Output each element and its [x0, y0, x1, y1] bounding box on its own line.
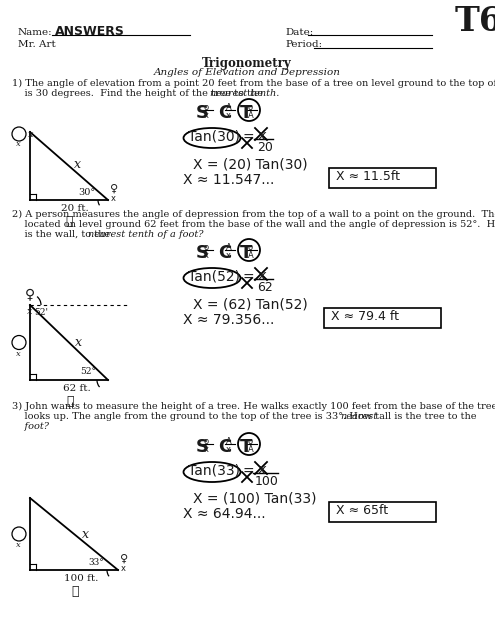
Text: ♀: ♀ — [25, 287, 35, 301]
Text: C: C — [218, 244, 231, 262]
Text: x: x — [27, 307, 33, 316]
Text: 62: 62 — [257, 281, 273, 294]
Text: X = (20) Tan(30): X = (20) Tan(30) — [193, 158, 307, 172]
Text: Name:: Name: — [18, 28, 52, 37]
Text: x: x — [204, 251, 209, 260]
Text: A: A — [226, 103, 232, 112]
Text: Tan(33): Tan(33) — [188, 464, 240, 478]
Text: o: o — [204, 103, 209, 112]
Text: x: x — [226, 445, 231, 454]
Text: X ≈ 11.547...: X ≈ 11.547... — [183, 173, 274, 187]
Text: 52°: 52° — [80, 367, 96, 376]
Text: 62 ft.: 62 ft. — [63, 384, 91, 393]
Text: A: A — [248, 445, 254, 454]
Text: x: x — [257, 129, 265, 143]
Text: C: C — [218, 104, 231, 122]
Text: x: x — [74, 158, 81, 171]
Text: looks up. The angle from the ground to the top of the tree is 33°. How tall is t: looks up. The angle from the ground to t… — [12, 412, 480, 421]
Text: Trigonometry: Trigonometry — [202, 57, 292, 70]
Text: x: x — [121, 564, 126, 573]
Text: 52': 52' — [34, 308, 48, 317]
Text: x: x — [204, 111, 209, 120]
Text: X ≈ 11.5ft: X ≈ 11.5ft — [336, 170, 400, 183]
Text: x: x — [257, 269, 265, 283]
Text: =: = — [243, 465, 254, 479]
Text: X ≈ 64.94...: X ≈ 64.94... — [183, 507, 266, 521]
Text: located on level ground 62 feet from the base of the wall and the angle of depre: located on level ground 62 feet from the… — [12, 220, 495, 229]
Text: 3) John wants to measure the height of a tree. He walks exactly 100 feet from th: 3) John wants to measure the height of a… — [12, 402, 495, 411]
Text: X = (62) Tan(52): X = (62) Tan(52) — [193, 298, 308, 312]
Text: Ⓐ: Ⓐ — [65, 215, 72, 228]
Text: Mr. Art: Mr. Art — [18, 40, 56, 49]
Text: ANSWERS: ANSWERS — [55, 25, 125, 38]
Text: x: x — [16, 140, 21, 148]
Text: x: x — [16, 541, 21, 549]
Text: nearest: nearest — [340, 412, 377, 421]
Text: o: o — [248, 437, 253, 446]
Text: A: A — [248, 251, 254, 260]
Text: x: x — [82, 528, 89, 541]
Text: ♀: ♀ — [110, 184, 118, 194]
Text: is 30 degrees.  Find the height of the tree to the: is 30 degrees. Find the height of the tr… — [12, 89, 266, 98]
Text: x: x — [226, 251, 231, 260]
Text: 33°: 33° — [88, 558, 104, 567]
Text: A: A — [248, 111, 254, 120]
Text: x: x — [16, 349, 21, 358]
Text: is the wall, to the: is the wall, to the — [12, 230, 113, 239]
Text: S: S — [196, 438, 209, 456]
Text: o: o — [248, 103, 253, 112]
Text: Tan(52): Tan(52) — [188, 270, 240, 284]
Text: o: o — [248, 243, 253, 252]
Text: T: T — [240, 104, 252, 122]
Text: =: = — [243, 131, 254, 145]
Text: Date:: Date: — [285, 28, 313, 37]
Text: Period:: Period: — [285, 40, 322, 49]
Text: nearest tenth.: nearest tenth. — [210, 89, 279, 98]
Text: T6: T6 — [455, 5, 495, 38]
Text: 2) A person measures the angle of depression from the top of a wall to a point o: 2) A person measures the angle of depres… — [12, 210, 495, 219]
Text: nearest tenth of a foot?: nearest tenth of a foot? — [88, 230, 203, 239]
Text: T: T — [240, 438, 252, 456]
Text: A: A — [226, 437, 232, 446]
Text: x: x — [257, 463, 265, 477]
Text: o: o — [204, 243, 209, 252]
Text: x: x — [75, 337, 82, 349]
Text: 100: 100 — [255, 475, 279, 488]
Text: S: S — [196, 244, 209, 262]
Text: 20 ft.: 20 ft. — [61, 204, 89, 213]
Text: x: x — [28, 130, 34, 139]
Text: Ⓐ: Ⓐ — [71, 585, 79, 598]
Text: 100 ft.: 100 ft. — [64, 574, 99, 583]
Text: foot?: foot? — [12, 422, 49, 431]
Text: Ⓐ: Ⓐ — [66, 395, 73, 408]
Text: x: x — [111, 194, 116, 203]
Text: X ≈ 65ft: X ≈ 65ft — [336, 504, 388, 517]
Text: ♀: ♀ — [120, 554, 128, 564]
Text: T: T — [240, 244, 252, 262]
Text: X ≈ 79.356...: X ≈ 79.356... — [183, 313, 274, 327]
Text: S: S — [196, 104, 209, 122]
Text: Angles of Elevation and Depression: Angles of Elevation and Depression — [153, 68, 341, 77]
Text: =: = — [243, 271, 254, 285]
Text: X = (100) Tan(33): X = (100) Tan(33) — [193, 492, 316, 506]
Text: X ≈ 79.4 ft: X ≈ 79.4 ft — [331, 310, 399, 323]
Text: A: A — [226, 243, 232, 252]
Text: Tan(30): Tan(30) — [188, 130, 240, 144]
Text: x: x — [226, 111, 231, 120]
Text: 30°: 30° — [78, 188, 95, 197]
Text: o: o — [204, 437, 209, 446]
Text: x: x — [204, 445, 209, 454]
Text: 1) The angle of elevation from a point 20 feet from the base of a tree on level : 1) The angle of elevation from a point 2… — [12, 79, 495, 88]
Text: 20: 20 — [257, 141, 273, 154]
Text: C: C — [218, 438, 231, 456]
